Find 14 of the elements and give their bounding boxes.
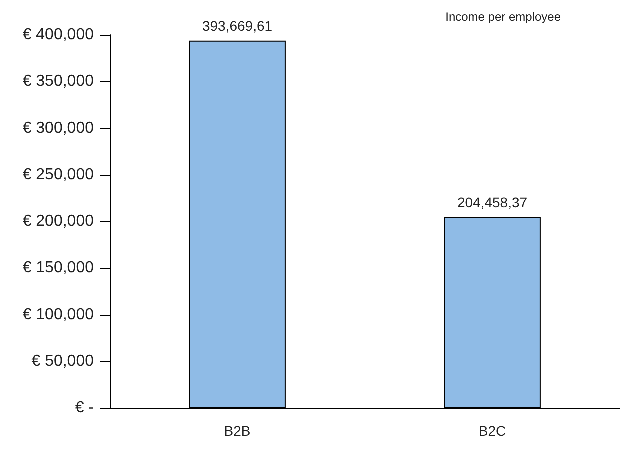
y-tick-label: € 350,000: [22, 73, 94, 90]
y-tick-label: € 100,000: [22, 306, 94, 324]
chart-title: Income per employee: [446, 10, 562, 24]
y-tick-label: € 200,000: [22, 213, 94, 230]
y-tick-label: € -: [75, 400, 94, 416]
y-tick-label: € 400,000: [22, 26, 94, 44]
y-tick-label: € 50,000: [32, 352, 94, 370]
y-tick-label: € 250,000: [22, 166, 94, 184]
y-tick-label: € 150,000: [22, 260, 94, 277]
y-tick-label: € 300,000: [22, 120, 94, 137]
data-label: 393,669,61: [202, 18, 273, 34]
x-tick-label: B2B: [224, 423, 251, 439]
data-label: 204,458,37: [457, 194, 528, 210]
x-tick-label: B2C: [478, 423, 506, 439]
